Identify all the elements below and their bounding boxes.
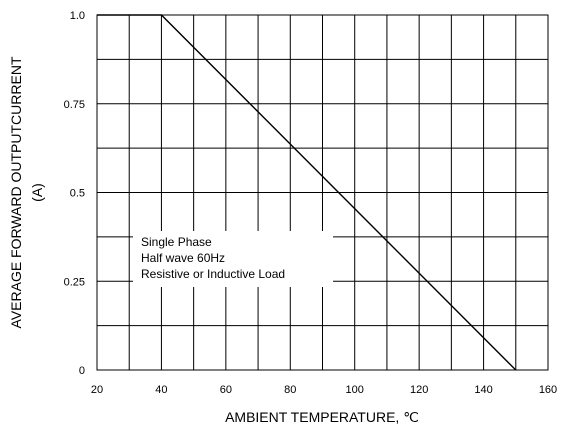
- x-tick-label: 160: [539, 384, 557, 396]
- grid-lines: [96, 14, 549, 371]
- y-tick-label: 1.0: [70, 10, 85, 22]
- y-tick-label: 0.75: [64, 99, 85, 111]
- y-axis-title-line-1: AVERAGE FORWARD OUTPUTCURRENT: [8, 56, 24, 328]
- x-tick-label: 100: [346, 384, 364, 396]
- y-axis-title-line-2: (A): [29, 183, 45, 202]
- y-tick-labels: 0 0.25 0.5 0.75 1.0: [64, 10, 85, 377]
- plot-frame: [96, 14, 549, 371]
- x-axis-title: AMBIENT TEMPERATURE, ℃: [225, 409, 419, 425]
- y-tick-label: 0.25: [64, 276, 85, 288]
- y-tick-label: 0.5: [70, 188, 85, 200]
- x-tick-label: 140: [474, 384, 492, 396]
- y-tick-label: 0: [79, 365, 85, 377]
- x-tick-label: 40: [155, 384, 167, 396]
- x-tick-label: 120: [410, 384, 428, 396]
- x-tick-label: 20: [91, 384, 103, 396]
- x-tick-label: 60: [220, 384, 232, 396]
- x-tick-label: 80: [284, 384, 296, 396]
- annotation-background: [133, 231, 333, 287]
- annotation-line-2: Half wave 60Hz: [141, 251, 225, 265]
- annotation-line-3: Resistive or Inductive Load: [141, 267, 285, 281]
- x-tick-labels: 20 40 60 80 100 120 140 160: [91, 384, 557, 396]
- annotation-line-1: Single Phase: [141, 235, 212, 249]
